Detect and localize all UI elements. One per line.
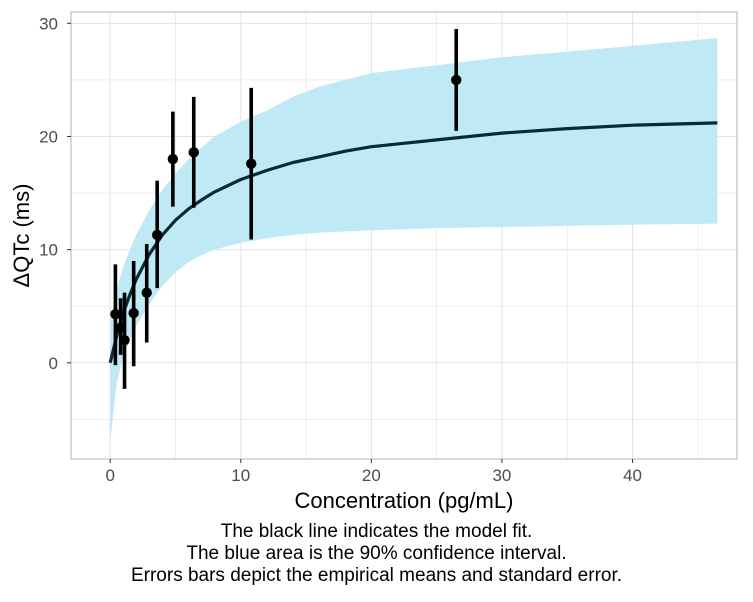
mean-point	[188, 147, 199, 158]
caption-line-confidence-interval: The blue area is the 90% confidence inte…	[186, 543, 567, 564]
mean-point	[141, 287, 152, 298]
mean-point	[119, 334, 130, 346]
x-tick-label: 0	[105, 466, 114, 485]
y-tick-label: 10	[39, 241, 58, 260]
x-tick-label: 40	[623, 466, 642, 485]
x-tick-label: 30	[492, 466, 511, 485]
mean-point	[128, 307, 139, 319]
y-axis-title: ΔQTc (ms)	[9, 184, 34, 288]
mean-point	[110, 308, 121, 320]
caption: The black line indicates the model fit. …	[0, 521, 753, 587]
band-layer	[110, 38, 718, 442]
y-tick-label: 20	[39, 127, 58, 146]
x-tick-label: 10	[231, 466, 250, 485]
mean-point	[151, 229, 163, 241]
mean-point	[167, 153, 179, 165]
y-tick-label: 30	[39, 14, 58, 33]
chart: 0 10 20 30 40 0 10 20 30 Concentration (pg/mL) Δ…	[9, 11, 738, 513]
x-axis-title: Concentration (pg/mL)	[295, 488, 514, 513]
confidence-band	[110, 38, 718, 442]
y-tick-label: 0	[49, 354, 58, 373]
tick-layer: 0 10 20 30 40 0 10 20 30	[39, 14, 642, 485]
panel-border	[70, 11, 738, 460]
mean-point	[246, 158, 257, 169]
mean-point	[451, 74, 462, 86]
points-layer	[110, 28, 462, 389]
caption-line-error-bars: Errors bars depict the empirical means a…	[130, 565, 623, 586]
x-tick-label: 20	[362, 466, 381, 485]
caption-line-model-fit: The black line indicates the model fit.	[220, 521, 533, 542]
